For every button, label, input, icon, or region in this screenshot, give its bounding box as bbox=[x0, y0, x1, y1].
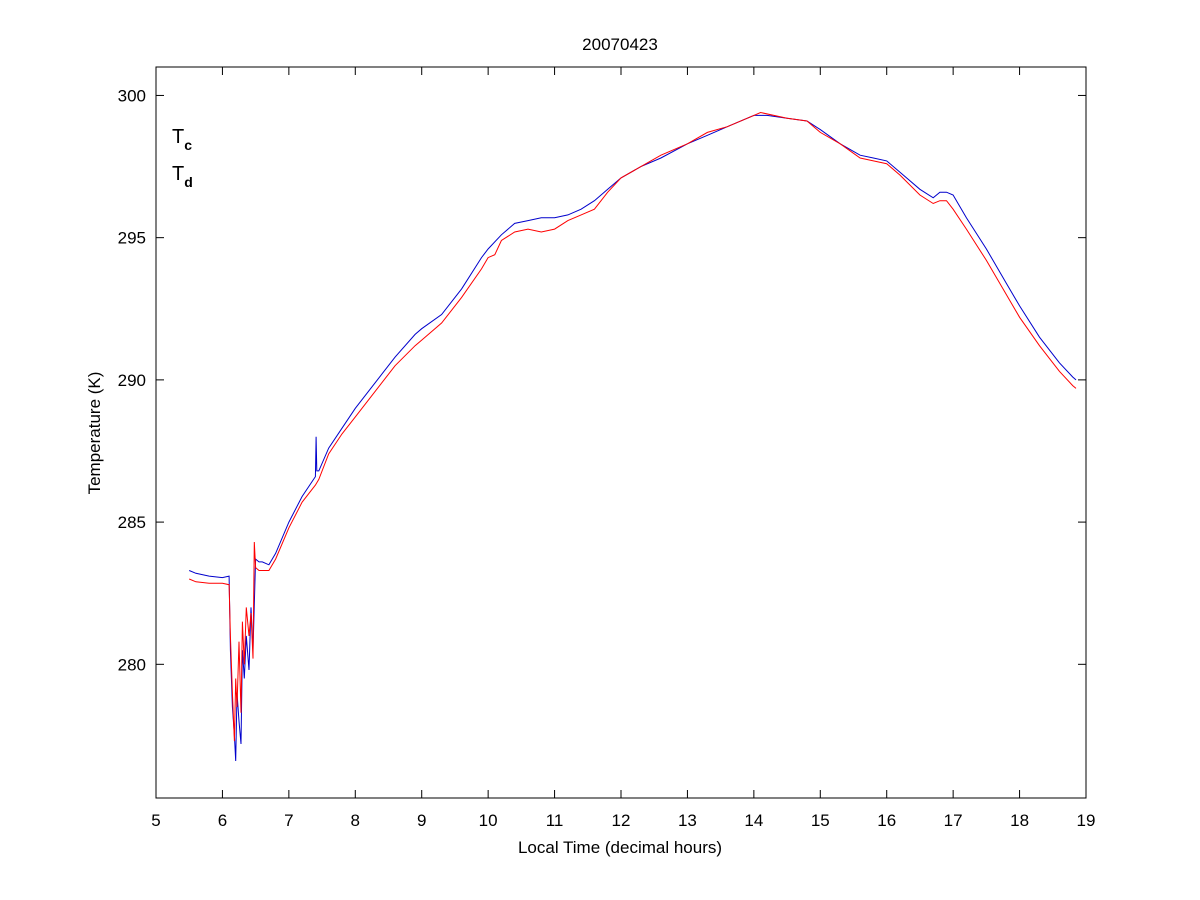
y-tick-label: 290 bbox=[118, 371, 146, 390]
y-tick-label: 300 bbox=[118, 86, 146, 105]
y-axis-label: Temperature (K) bbox=[85, 372, 104, 495]
legend-entry-td: Td bbox=[172, 163, 193, 190]
x-axis-label: Local Time (decimal hours) bbox=[518, 838, 722, 857]
series-line-td bbox=[189, 111, 1077, 742]
x-tick-label: 5 bbox=[151, 811, 160, 830]
x-tick-label: 11 bbox=[546, 811, 564, 830]
x-tick-label: 14 bbox=[744, 811, 763, 830]
x-tick-label: 6 bbox=[218, 811, 227, 830]
axes-layer: 5 6 7 8 9 10 11 12 13 14 15 16 17 18 19 280 285 290 295 300 bbox=[118, 66, 1096, 830]
legend-td-sub: d bbox=[184, 174, 193, 190]
x-tick-label: 18 bbox=[1010, 811, 1029, 830]
legend-entry-tc: Tc bbox=[172, 126, 192, 153]
chart-title: 20070423 bbox=[582, 35, 658, 54]
x-tick-label: 7 bbox=[284, 811, 293, 830]
x-tick-label: 13 bbox=[678, 811, 697, 830]
x-tick-label: 17 bbox=[944, 811, 963, 830]
x-tick-label: 10 bbox=[479, 811, 498, 830]
y-tick-label: 285 bbox=[118, 513, 146, 532]
x-tick-label: 9 bbox=[417, 811, 426, 830]
y-tick-label: 295 bbox=[118, 229, 146, 248]
legend-tc-sub: c bbox=[184, 137, 192, 153]
series-line-tc bbox=[189, 114, 1077, 762]
x-tick-label: 8 bbox=[351, 811, 360, 830]
legend-td-main: T bbox=[172, 163, 184, 185]
series-layer bbox=[189, 111, 1077, 762]
x-tick-label: 15 bbox=[811, 811, 830, 830]
legend-tc-main: T bbox=[172, 126, 184, 148]
y-tick-label: 280 bbox=[118, 655, 146, 674]
x-tick-label: 16 bbox=[877, 811, 896, 830]
legend: Tc Td bbox=[172, 126, 193, 190]
x-tick-label: 19 bbox=[1077, 811, 1096, 830]
x-tick-label: 12 bbox=[612, 811, 631, 830]
